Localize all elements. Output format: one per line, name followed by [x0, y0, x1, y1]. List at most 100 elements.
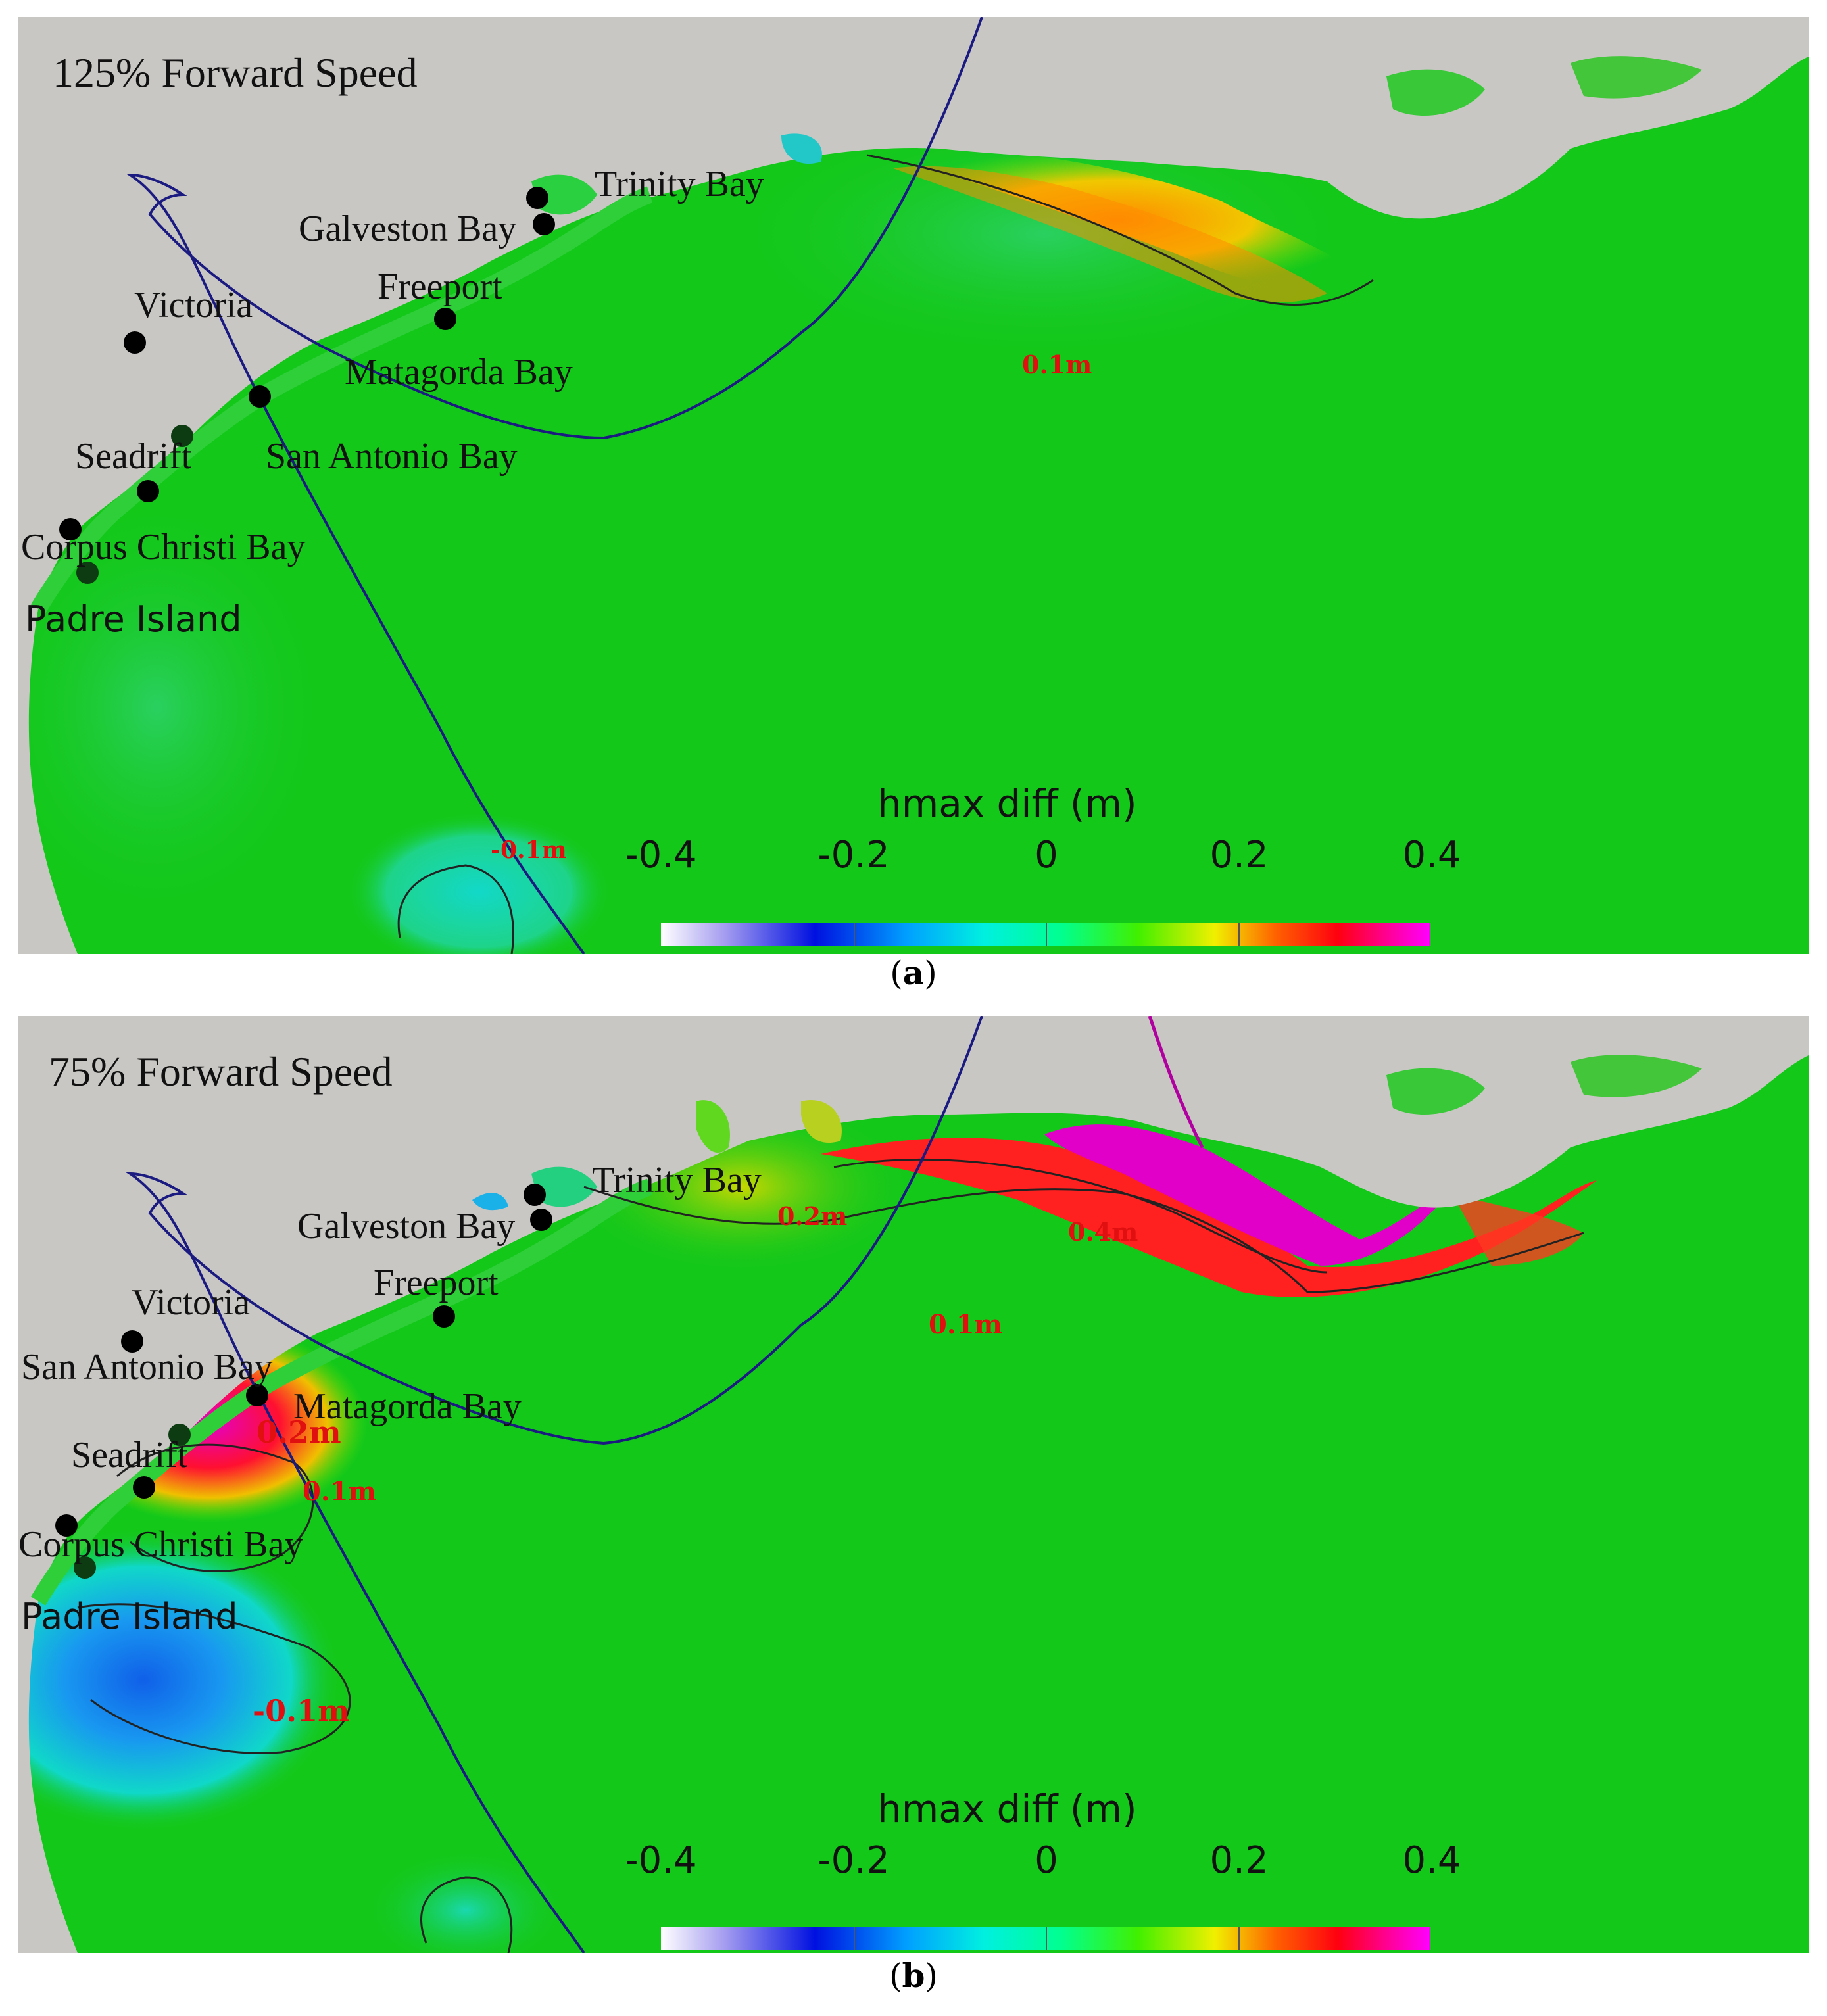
surge-difference-map-a [18, 17, 1809, 954]
label-freeport: Freeport [374, 1262, 499, 1303]
galveston-bay-water [531, 174, 597, 215]
mexico-land [18, 1601, 78, 1953]
label-matagorda-bay: Matagorda Bay [345, 352, 573, 393]
colorbar [661, 1927, 1430, 1950]
contour-label: 0.1m [303, 1476, 376, 1507]
location-marker [246, 1384, 268, 1406]
legend-title: hmax diff (m) [877, 1787, 1137, 1831]
contour-label: -0.1m [491, 836, 567, 864]
label-seadrift: Seadrift [75, 436, 192, 477]
label-victoria: Victoria [134, 285, 253, 325]
label-padre-island: Padre Island [21, 1596, 238, 1637]
label-padre-island: Padre Island [25, 598, 242, 640]
location-marker [249, 385, 271, 408]
calcasieu-lake [801, 1100, 842, 1143]
map-panel-a: 125% Forward Speed Trinity Bay Galveston… [18, 17, 1809, 954]
location-marker [76, 562, 99, 584]
legend-tick: -0.4 [625, 834, 697, 876]
legend-tick: 0.2 [1209, 1839, 1269, 1882]
contour-line [866, 154, 1374, 306]
positive-anomaly-east [1452, 1193, 1584, 1266]
location-marker [121, 1330, 143, 1353]
legend-tick: 0.4 [1402, 1839, 1461, 1882]
negative-anomaly-offshore [367, 1851, 564, 1953]
contour-line [397, 864, 514, 954]
colorbar-tick [1238, 923, 1240, 946]
location-marker [533, 213, 555, 235]
contour-line [420, 1876, 513, 1953]
contour-line [77, 1603, 351, 1754]
caption-a: (a) [890, 953, 937, 992]
river-channel [1148, 1016, 1204, 1149]
colorbar-tick [854, 923, 855, 946]
colorbar [661, 923, 1430, 946]
mississippi-sound [1571, 1055, 1702, 1097]
contour-label: 0.2m [256, 1414, 341, 1450]
lake-pontchartrain [1386, 69, 1485, 116]
positive-anomaly-core [1044, 1124, 1452, 1266]
label-galveston-bay: Galveston Bay [297, 1206, 516, 1247]
label-seadrift: Seadrift [71, 1435, 188, 1476]
location-marker [524, 1184, 546, 1206]
contour-label: 0.2m [777, 1201, 848, 1231]
caption-b: (b) [889, 1956, 938, 1995]
location-marker [526, 187, 548, 209]
colorbar-tick [854, 1927, 855, 1950]
label-freeport: Freeport [378, 266, 502, 307]
colorbar-tick [1046, 1927, 1047, 1950]
legend-tick: 0.4 [1402, 834, 1461, 876]
location-marker [530, 1209, 552, 1231]
label-san-antonio-bay: San Antonio Bay [266, 436, 518, 477]
label-victoria: Victoria [132, 1282, 251, 1323]
map-panel-b: 75% Forward Speed Trinity Bay Galveston … [18, 1016, 1809, 1953]
panel-title: 125% Forward Speed [53, 49, 418, 96]
positive-anomaly-core [893, 166, 1327, 302]
legend-tick: -0.2 [817, 834, 890, 876]
legend-tick: 0.2 [1209, 834, 1269, 876]
location-marker [74, 1556, 96, 1579]
legend-tick: -0.2 [817, 1839, 890, 1882]
legend-tick: 0 [1035, 834, 1058, 876]
mexico-land [18, 609, 78, 954]
contour-label: 0.1m [1022, 350, 1092, 379]
location-marker [137, 480, 159, 502]
legend-tick: -0.4 [625, 1839, 697, 1882]
location-marker [171, 425, 193, 447]
sabine-lake [696, 1100, 730, 1153]
panel-title: 75% Forward Speed [49, 1048, 393, 1095]
label-corpus-christi-bay: Corpus Christi Bay [21, 527, 306, 567]
location-marker [168, 1424, 191, 1446]
label-matagorda-bay: Matagorda Bay [293, 1386, 522, 1427]
label-trinity-bay: Trinity Bay [592, 1160, 762, 1201]
colorbar-tick [1046, 923, 1047, 946]
storm-track [126, 17, 983, 954]
surge-difference-map-b [18, 1016, 1809, 1953]
positive-anomaly-band [821, 1138, 1597, 1297]
contour-label: 0.1m [929, 1309, 1002, 1340]
lake-pontchartrain [1386, 1068, 1485, 1115]
legend-tick: 0 [1035, 1839, 1058, 1882]
storm-track [126, 1016, 983, 1953]
colorbar-tick [1238, 1927, 1240, 1950]
negative-anomaly [347, 813, 610, 954]
location-marker [433, 1305, 455, 1328]
label-corpus-christi-bay: Corpus Christi Bay [18, 1524, 303, 1565]
contour-label: 0.4m [1068, 1217, 1138, 1247]
location-marker [55, 1514, 78, 1537]
legend-title: hmax diff (m) [877, 781, 1137, 826]
contour-label: -0.1m [253, 1693, 350, 1729]
galveston-bay-water [531, 1166, 597, 1207]
mainland [18, 17, 1809, 609]
location-marker [124, 331, 146, 354]
location-marker [434, 308, 456, 330]
mainland [18, 1016, 1809, 1601]
label-san-antonio-bay: San Antonio Bay [21, 1347, 273, 1387]
west-bay-water [472, 1193, 508, 1211]
nearshore-shading [18, 497, 328, 918]
mississippi-sound [1571, 56, 1702, 99]
offshore-shading [729, 109, 1360, 359]
barrier-islands [30, 186, 653, 613]
location-marker [59, 518, 82, 540]
sabine-lake [781, 133, 822, 164]
contour-line [116, 1443, 314, 1572]
